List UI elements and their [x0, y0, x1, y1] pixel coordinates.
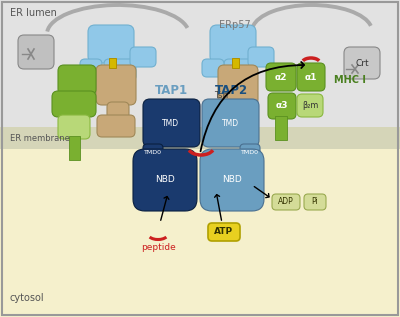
Text: ER membrane: ER membrane	[10, 134, 70, 143]
Text: TMD: TMD	[162, 120, 180, 128]
Text: α2: α2	[275, 73, 287, 81]
Text: TMD0: TMD0	[144, 151, 162, 156]
Text: peptide: peptide	[141, 243, 175, 251]
Text: MHC I: MHC I	[334, 75, 366, 85]
FancyBboxPatch shape	[143, 144, 163, 160]
Text: Pi: Pi	[312, 197, 318, 206]
FancyBboxPatch shape	[344, 47, 380, 79]
FancyBboxPatch shape	[130, 47, 156, 67]
Text: ATP: ATP	[214, 228, 234, 236]
FancyBboxPatch shape	[208, 223, 240, 241]
FancyBboxPatch shape	[248, 47, 274, 67]
FancyBboxPatch shape	[202, 99, 259, 147]
Text: TMD: TMD	[222, 120, 240, 128]
FancyBboxPatch shape	[220, 115, 258, 137]
FancyBboxPatch shape	[88, 25, 134, 63]
FancyBboxPatch shape	[18, 35, 54, 69]
FancyBboxPatch shape	[202, 59, 224, 77]
Text: TAP1: TAP1	[154, 85, 188, 98]
Bar	[0, 149, 400, 317]
Text: TAP2: TAP2	[214, 85, 248, 98]
Text: NBD: NBD	[155, 176, 175, 184]
Bar	[69, 136, 80, 160]
FancyBboxPatch shape	[58, 115, 90, 139]
Text: α1: α1	[305, 73, 317, 81]
FancyBboxPatch shape	[80, 59, 102, 77]
FancyBboxPatch shape	[297, 63, 325, 91]
Text: α3: α3	[276, 101, 288, 111]
FancyBboxPatch shape	[240, 144, 260, 160]
FancyBboxPatch shape	[143, 99, 200, 147]
Text: β₂m: β₂m	[302, 101, 318, 111]
FancyBboxPatch shape	[104, 59, 136, 81]
Text: Crt: Crt	[355, 59, 369, 68]
Bar	[109, 58, 116, 68]
FancyBboxPatch shape	[304, 194, 326, 210]
Bar	[232, 58, 239, 68]
Text: TMD0: TMD0	[241, 151, 259, 156]
FancyBboxPatch shape	[272, 194, 300, 210]
FancyBboxPatch shape	[133, 149, 197, 211]
Text: ADP: ADP	[278, 197, 294, 206]
FancyBboxPatch shape	[268, 93, 296, 119]
FancyBboxPatch shape	[297, 94, 323, 117]
FancyBboxPatch shape	[224, 59, 256, 81]
FancyBboxPatch shape	[58, 65, 96, 95]
Text: NBD: NBD	[222, 176, 242, 184]
FancyBboxPatch shape	[266, 63, 296, 91]
Text: ERp57: ERp57	[219, 20, 251, 30]
FancyBboxPatch shape	[228, 102, 250, 119]
FancyBboxPatch shape	[107, 102, 129, 119]
Text: Tsn: Tsn	[214, 90, 228, 100]
Text: cytosol: cytosol	[10, 293, 45, 303]
FancyBboxPatch shape	[97, 115, 135, 137]
FancyBboxPatch shape	[96, 65, 136, 105]
Text: ER lumen: ER lumen	[10, 8, 57, 18]
FancyBboxPatch shape	[52, 91, 96, 117]
Bar	[0, 0, 400, 127]
FancyBboxPatch shape	[218, 65, 258, 105]
FancyBboxPatch shape	[210, 25, 256, 63]
Bar	[0, 127, 400, 149]
Bar	[275, 116, 287, 140]
FancyBboxPatch shape	[200, 149, 264, 211]
